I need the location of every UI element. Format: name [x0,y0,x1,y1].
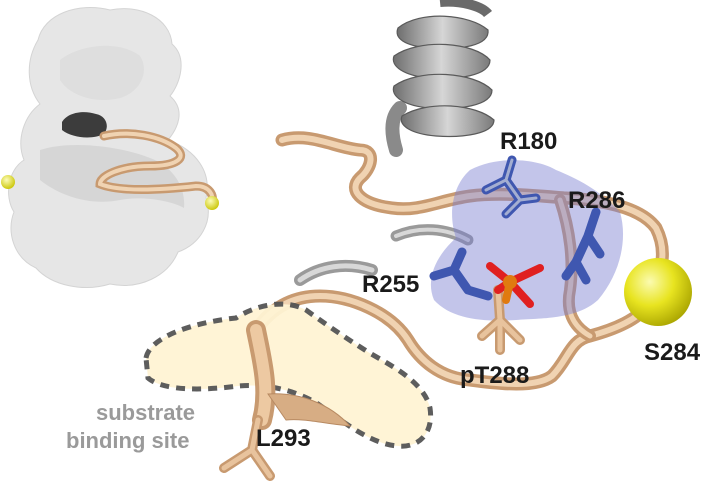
r286-sidechain [561,207,605,285]
phosphate-group [486,262,544,308]
l293-sidechain [219,415,275,481]
inset-surface-overview [1,7,219,288]
r255-sidechain [429,247,493,301]
label-l293: L293 [256,425,311,452]
inset-sphere-left [1,175,15,189]
surface-shade-top [60,45,144,100]
label-r286: R286 [568,187,625,214]
s284-sphere [624,258,692,326]
basic-pocket-surface [430,160,624,321]
pt288-sidechain [477,285,525,355]
label-binding-site: binding site [66,428,189,453]
label-pt288: pT288 [460,362,529,389]
alpha-helix [385,0,495,157]
r180-sidechain [481,155,541,219]
substrate-binding-site-region [143,301,434,449]
label-s284: S284 [644,339,701,366]
label-substrate: substrate [96,400,195,425]
backbone-loop [249,131,669,391]
beta-strand [246,320,352,430]
label-r180: R180 [500,128,557,155]
inset-sphere-right [205,196,219,210]
label-r255: R255 [362,271,419,298]
inset-ligand [62,112,107,138]
